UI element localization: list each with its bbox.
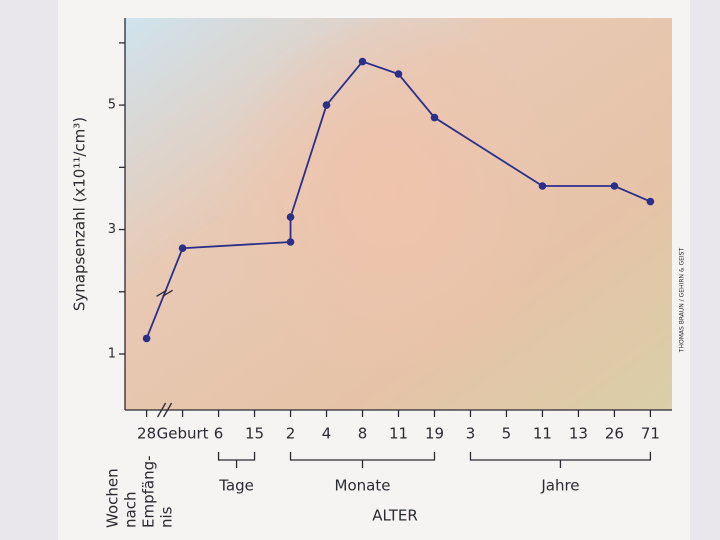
group-label: Jahre [540,477,579,495]
point [394,70,403,78]
group-bracket [469,452,652,468]
x-tick-label: 19 [425,425,444,443]
photo-face [220,20,560,400]
prenatal-line: nis [158,506,176,528]
line-break [162,289,173,297]
x-tick-label: 11 [389,425,408,443]
x-axis-label: ALTER [372,507,418,525]
prenatal-line: nach [122,492,140,528]
y-axis-label: Synapsenzahl (x10¹¹/cm³) [71,117,89,311]
y-tick-label: 3 [108,222,116,237]
credit: THOMAS BRAUN / GEHIRN & GEIST [679,248,686,354]
prenatal-label: Wochen nach Empfäng-nis [104,455,176,528]
point [178,244,187,253]
axis-break [163,402,173,418]
point [358,57,367,66]
group-bracket [289,452,436,468]
point [610,182,619,190]
x-tick-label: 28 [137,425,156,443]
axis-break [157,402,167,418]
x-tick-label: 11 [533,425,552,443]
x-tick-label: 6 [214,425,224,443]
x-tick-label: 5 [502,425,512,443]
point [646,197,655,206]
prenatal-line: Empfäng- [140,455,158,528]
y-tick-label: 1 [108,347,116,362]
x-tick-label: Geburt [157,425,209,443]
x-tick-label: 8 [358,425,368,443]
line-break [156,289,167,297]
point [142,334,151,343]
x-tick-label: 13 [569,425,588,443]
x-tick-label: 3 [466,425,476,443]
y-tick-label: 5 [108,98,116,113]
x-tick-label: 26 [605,425,624,443]
point [286,213,295,221]
group-label: Tage [218,477,254,495]
prenatal-line: Wochen [104,468,122,528]
point [286,238,295,246]
x-tick-label: 71 [641,425,660,443]
group-label: Monate [335,477,391,495]
x-tick-label: 15 [245,425,264,443]
group-bracket [217,452,256,468]
point [430,113,439,122]
x-tick-label: 2 [286,425,296,443]
x-tick-label: 4 [322,425,332,443]
point [322,101,331,109]
point [538,182,547,190]
